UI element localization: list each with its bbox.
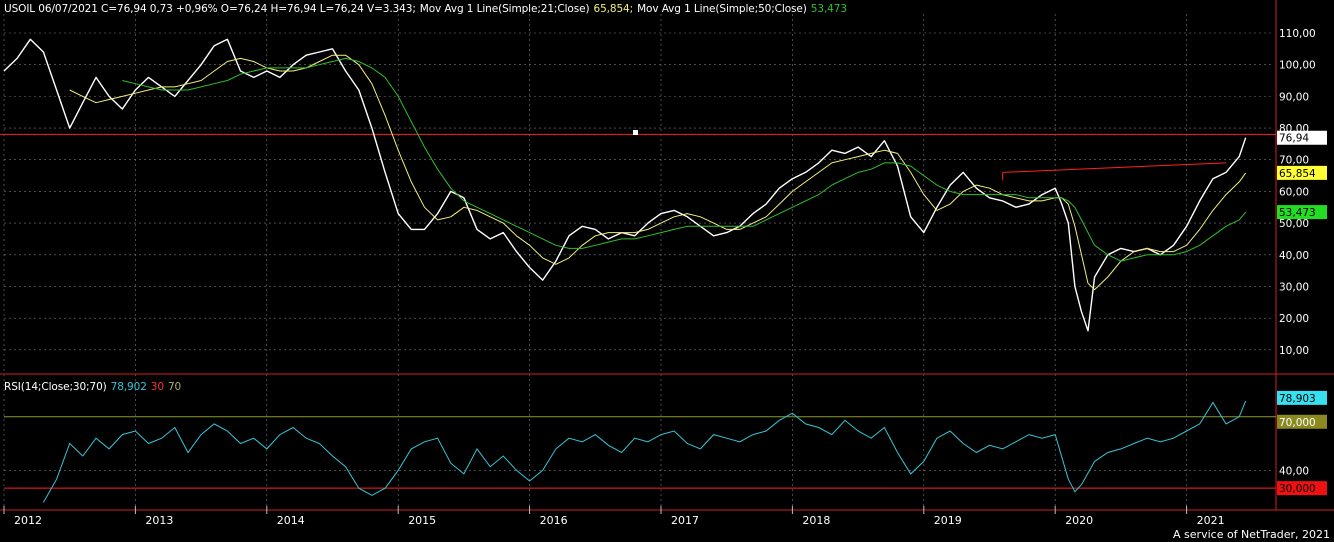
ma50-value-label-box xyxy=(1277,205,1327,220)
price-line xyxy=(3,38,1247,332)
price-axis: 110,00100,0090,0080,0070,0060,0050,0040,… xyxy=(0,0,1334,511)
trend-line xyxy=(1002,162,1227,173)
y-tick-label: 60,00 xyxy=(1279,186,1309,198)
x-tick-label: 2015 xyxy=(408,514,436,527)
x-tick-label: 2014 xyxy=(277,514,305,527)
rsi-plot xyxy=(4,400,1276,503)
rsi-value-label: 78,903 xyxy=(1279,393,1316,405)
y-tick-label: 10,00 xyxy=(1279,345,1309,357)
rsi-high-label: 70,000 xyxy=(1279,417,1316,429)
x-tick-label: 2018 xyxy=(802,514,830,527)
ma50-line xyxy=(122,57,1247,262)
rsi-line xyxy=(42,400,1247,503)
y-tick-label: 110,00 xyxy=(1279,28,1316,40)
ma50-label: Mov Avg 1 Line(Simple;50;Close) xyxy=(637,3,807,15)
price-plot xyxy=(0,38,1276,332)
x-tick-label: 2021 xyxy=(1197,514,1225,527)
rsi-low: 30 xyxy=(150,381,164,393)
rsi-header: RSI(14;Close;30;70) 78,902 30 70 xyxy=(4,381,185,393)
rsi-value: 78,902 xyxy=(110,381,147,393)
rsi-value-label-box xyxy=(1277,390,1327,405)
grid xyxy=(3,14,1272,506)
y-tick-label: 70,00 xyxy=(1279,155,1309,167)
rsi-y-tick-label: 40,00 xyxy=(1279,465,1309,477)
x-tick-label: 2019 xyxy=(934,514,962,527)
x-tick-label: 2012 xyxy=(14,514,42,527)
time-axis: 2012 2013 2014 2015 2016 2017 2018 2019 2020 2021 xyxy=(3,506,1225,527)
rsi-high: 70 xyxy=(167,381,182,393)
x-tick-label: 2017 xyxy=(671,514,699,527)
ma21-value-label-box xyxy=(1277,165,1327,180)
x-tick-label: 2013 xyxy=(145,514,173,527)
y-tick-label: 20,00 xyxy=(1279,313,1309,325)
y-tick-label: 30,00 xyxy=(1279,281,1309,293)
y-tick-label: 40,00 xyxy=(1279,250,1309,262)
rsi-low-label: 30,000 xyxy=(1279,483,1316,495)
rsi-low-label-box xyxy=(1277,481,1327,496)
y-tick-label: 90,00 xyxy=(1279,91,1309,103)
y-tick-label: 50,00 xyxy=(1279,218,1309,230)
footer-credit: A service of NetTrader, 2021 xyxy=(1173,528,1330,541)
ma50-value: 53,473 xyxy=(810,3,847,15)
rsi-axis: 40,00 78,903 70,000 30,000 xyxy=(1277,390,1327,496)
x-tick-label: 2020 xyxy=(1065,514,1093,527)
price-header: USOIL 06/07/2021 C=76,94 0,73 +0,96% O=7… xyxy=(4,3,851,15)
ma21-value-label: 65,854 xyxy=(1279,168,1316,180)
last-price-label-box xyxy=(1277,130,1327,145)
ma50-value-label: 53,473 xyxy=(1279,207,1316,219)
x-tick-label: 2016 xyxy=(540,514,568,527)
cursor-marker xyxy=(633,130,638,135)
ma21-line xyxy=(69,54,1247,291)
price-info: USOIL 06/07/2021 C=76,94 0,73 +0,96% O=7… xyxy=(4,3,416,15)
y-tick-label: 100,00 xyxy=(1279,60,1316,72)
ma21-label: Mov Avg 1 Line(Simple;21;Close) xyxy=(419,3,590,15)
last-price-label: 76,94 xyxy=(1279,133,1309,145)
rsi-label: RSI(14;Close;30;70) xyxy=(4,381,107,393)
rsi-high-label-box xyxy=(1277,414,1327,429)
ma21-value: 65,854; xyxy=(593,3,634,15)
